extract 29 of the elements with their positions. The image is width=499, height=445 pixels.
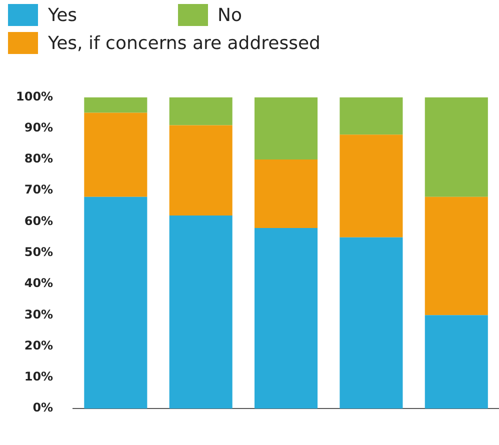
y-tick-label: 40% bbox=[24, 276, 54, 290]
y-tick-label: 20% bbox=[24, 338, 54, 352]
bar bbox=[340, 237, 403, 409]
bar bbox=[340, 134, 403, 238]
bar bbox=[169, 97, 232, 126]
y-tick-label: 70% bbox=[24, 182, 54, 197]
legend-label: No bbox=[218, 4, 242, 26]
y-tick-label: 100% bbox=[16, 89, 54, 104]
bar bbox=[424, 315, 488, 409]
bar bbox=[84, 112, 148, 197]
bar bbox=[169, 125, 232, 216]
bar bbox=[340, 97, 403, 135]
legend-label: Yes bbox=[48, 4, 78, 26]
bar bbox=[424, 97, 488, 197]
bar bbox=[254, 228, 318, 409]
legend-label: Yes, if concerns are addressed bbox=[48, 32, 320, 54]
bar bbox=[254, 97, 318, 160]
y-tick-label: 80% bbox=[24, 152, 54, 166]
y-tick-label: 50% bbox=[24, 245, 54, 260]
y-tick-label: 90% bbox=[24, 120, 54, 134]
y-tick-label: 60% bbox=[24, 214, 54, 228]
bar bbox=[84, 196, 148, 409]
y-tick-label: 30% bbox=[24, 307, 54, 322]
bar bbox=[169, 216, 232, 409]
bar bbox=[424, 196, 488, 316]
bar bbox=[254, 159, 318, 228]
y-tick-label: 0% bbox=[32, 400, 54, 415]
bar bbox=[84, 97, 148, 113]
y-tick-label: 10% bbox=[24, 370, 54, 384]
